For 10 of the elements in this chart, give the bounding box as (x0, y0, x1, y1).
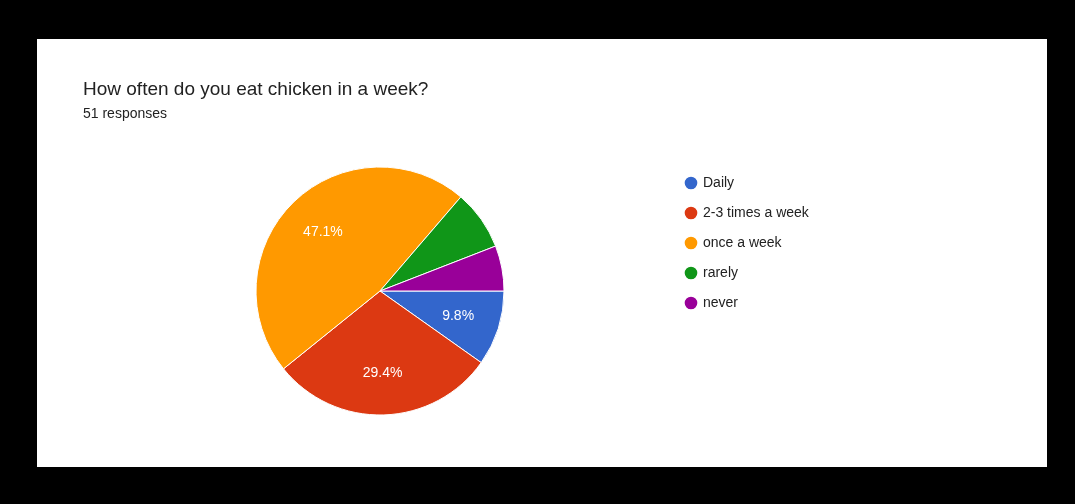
data-label: 29.4% (362, 363, 403, 380)
data-label: 47.1% (303, 223, 343, 240)
legend-label: once a week (703, 234, 783, 250)
legend-label: never (703, 294, 739, 310)
text: 51 responses (83, 105, 168, 121)
legend-label: 2-3 times a week (703, 204, 810, 220)
data-label: 9.8% (442, 306, 475, 323)
legend-label: Daily (703, 174, 735, 190)
chart-title: How often do you eat chicken in a week? (83, 78, 429, 99)
legend-label: rarely (703, 264, 739, 280)
